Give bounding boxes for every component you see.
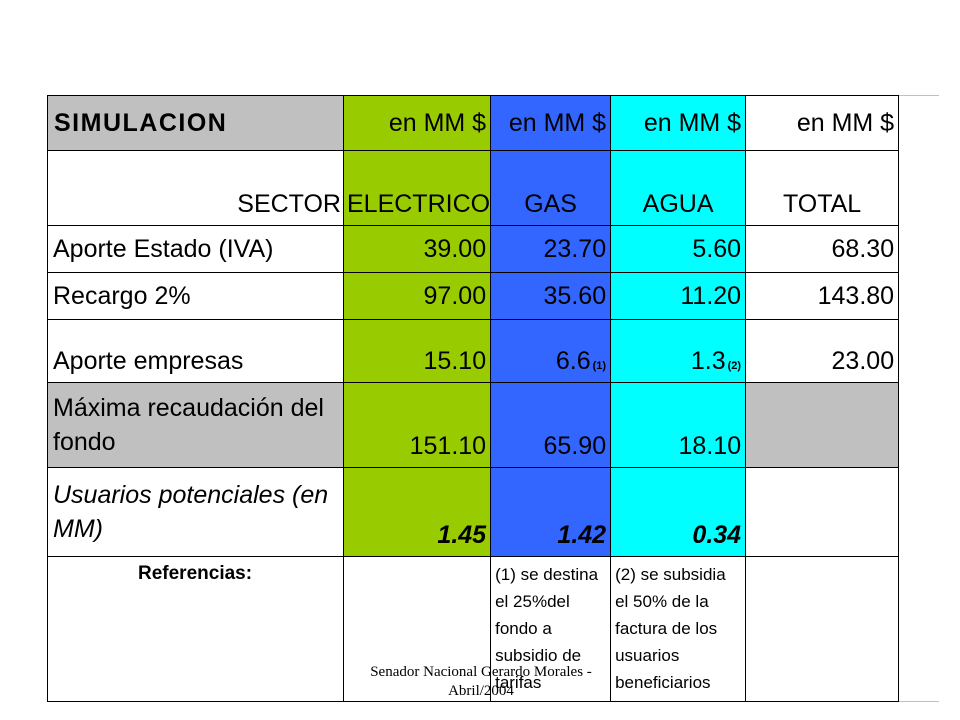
- table-row: Aporte empresas 15.10 6.6 (1) 1.3 (2) 23.0…: [47, 319, 940, 383]
- cell-electrico: 97.00: [342, 272, 492, 320]
- cell-electrico: 1.45: [342, 467, 492, 557]
- edge-cell: [898, 225, 940, 273]
- note-line: beneficiarios: [615, 673, 711, 692]
- edge-cell: [898, 150, 940, 226]
- edge-cell: [898, 382, 940, 468]
- simulation-table: SIMULACION en MM $ en MM $ en MM $ en MM…: [47, 95, 940, 702]
- row-label-line: Máxima recaudación del: [53, 394, 324, 422]
- note-line: el 25%del: [495, 592, 570, 611]
- note-line: factura de los: [615, 619, 718, 638]
- column-header-agua: AGUA: [610, 150, 747, 226]
- column-header-gas: GAS: [490, 150, 612, 226]
- header-row: SIMULACION en MM $ en MM $ en MM $ en MM…: [47, 95, 940, 151]
- header-unit-electrico: en MM $: [342, 95, 492, 151]
- note-line: usuarios: [615, 646, 680, 665]
- references-row: Referencias: (1) se destina el 25%del fo…: [47, 556, 940, 702]
- header-unit-gas: en MM $: [490, 95, 612, 151]
- header-unit-total: en MM $: [745, 95, 900, 151]
- table-row: Máxima recaudación del fondo 151.10 65.9…: [47, 382, 940, 468]
- row-label: Recargo 2%: [47, 272, 344, 320]
- footer-line: Senador Nacional Gerardo Morales -: [370, 664, 592, 680]
- cell-total: 23.00: [745, 319, 900, 383]
- cell-total: [745, 467, 900, 557]
- row-label: Aporte empresas: [47, 319, 344, 383]
- note-line: subsidio de: [495, 646, 582, 665]
- edge-cell: [898, 95, 940, 151]
- note-line: fondo a: [495, 619, 552, 638]
- row-label: Máxima recaudación del fondo: [47, 382, 344, 468]
- edge-cell: [898, 272, 940, 320]
- cell-electrico: 15.10: [342, 319, 492, 383]
- slide-footer: Senador Nacional Gerardo Morales - Abril…: [340, 663, 622, 701]
- table-row: Usuarios potenciales (en MM) 1.45 1.42 0…: [47, 467, 940, 557]
- cell-electrico: 39.00: [342, 225, 492, 273]
- note-line: el 50% de la: [615, 592, 709, 611]
- cell-agua: 11.20: [610, 272, 747, 320]
- cell-total: 143.80: [745, 272, 900, 320]
- empty-cell: [745, 556, 900, 702]
- cell-total: [745, 382, 900, 468]
- references-label: Referencias:: [47, 556, 344, 702]
- cell-total: 68.30: [745, 225, 900, 273]
- reference-note-1: (1) se destina el 25%del fondo a subsidi…: [490, 556, 612, 702]
- footnote-marker: (2): [727, 360, 742, 372]
- cell-gas-value: 6.6: [555, 347, 591, 375]
- empty-cell: [342, 556, 492, 702]
- cell-agua: 5.60: [610, 225, 747, 273]
- edge-cell: [898, 467, 940, 557]
- table-row: Aporte Estado (IVA) 39.00 23.70 5.60 68.…: [47, 225, 940, 273]
- cell-gas: 6.6 (1): [490, 319, 612, 383]
- sector-row: SECTOR ELECTRICO GAS AGUA TOTAL: [47, 150, 940, 226]
- reference-note-2: (2) se subsidia el 50% de la factura de …: [610, 556, 747, 702]
- column-header-total: TOTAL: [745, 150, 900, 226]
- note-line: (1) se destina: [495, 565, 599, 584]
- cell-agua: 0.34: [610, 467, 747, 557]
- table-row: Recargo 2% 97.00 35.60 11.20 143.80: [47, 272, 940, 320]
- cell-agua: 1.3 (2): [610, 319, 747, 383]
- sector-label: SECTOR: [47, 150, 344, 226]
- edge-cell: [898, 556, 940, 702]
- row-label: Aporte Estado (IVA): [47, 225, 344, 273]
- row-label-line: MM): [53, 515, 103, 543]
- cell-gas: 1.42: [490, 467, 612, 557]
- edge-cell: [898, 319, 940, 383]
- row-label-line: fondo: [53, 428, 116, 456]
- row-label-line: Usuarios potenciales (en: [53, 481, 329, 509]
- cell-gas: 35.60: [490, 272, 612, 320]
- cell-electrico: 151.10: [342, 382, 492, 468]
- table-title: SIMULACION: [47, 95, 344, 151]
- footer-line: Abril/2004: [448, 683, 514, 699]
- footnote-marker: (1): [592, 360, 607, 372]
- cell-agua: 18.10: [610, 382, 747, 468]
- note-line: tarifas: [495, 673, 542, 692]
- cell-gas: 23.70: [490, 225, 612, 273]
- row-label: Usuarios potenciales (en MM): [47, 467, 344, 557]
- note-line: (2) se subsidia: [615, 565, 726, 584]
- header-unit-agua: en MM $: [610, 95, 747, 151]
- cell-agua-value: 1.3: [690, 347, 726, 375]
- cell-gas: 65.90: [490, 382, 612, 468]
- column-header-electrico: ELECTRICO: [342, 150, 492, 226]
